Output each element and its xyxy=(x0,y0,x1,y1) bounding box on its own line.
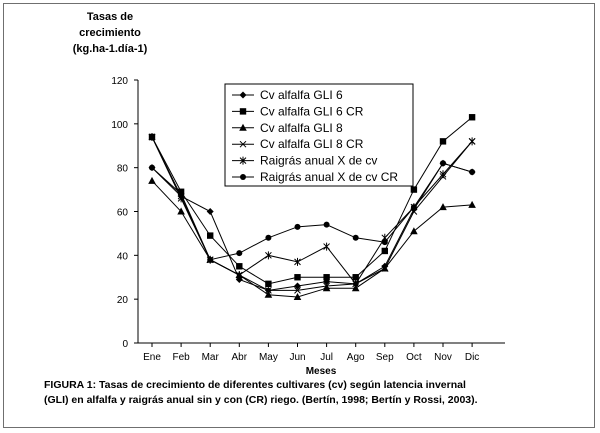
series-2-point xyxy=(381,247,388,255)
y-tick-label: 0 xyxy=(122,339,128,350)
legend-box xyxy=(224,83,414,187)
x-tick-label: Feb xyxy=(172,352,190,363)
y-tick-label: 20 xyxy=(117,295,129,306)
x-axis-label: Meses xyxy=(306,366,337,377)
legend: Cv alfalfa GLI 6 Cv alfalfa GLI 6 CR Cv al… xyxy=(224,83,414,187)
series-5-point xyxy=(323,242,330,251)
series-6-point xyxy=(410,204,417,211)
series-3-point xyxy=(148,176,156,184)
series-lines xyxy=(151,116,473,298)
series-3-point xyxy=(410,227,418,235)
caption-line-2: (GLI) en alfalfa y raigrás anual sin y c… xyxy=(44,394,478,406)
series-6-point xyxy=(352,234,359,241)
legend-label-3: Cv alfalfa GLI 8 xyxy=(260,121,343,135)
series-2-point xyxy=(410,186,418,193)
series-5-point xyxy=(265,251,272,260)
y-tick-label: 100 xyxy=(111,120,128,131)
series-5-point xyxy=(468,137,476,146)
y-axis-label-line-1: Tasas de xyxy=(87,11,133,23)
x-tick-label: Nov xyxy=(434,352,452,363)
x-tick-label: Jun xyxy=(289,352,305,363)
x-tick-label: Sep xyxy=(376,352,394,363)
series-6-point xyxy=(323,221,330,228)
series-4-point xyxy=(381,265,389,272)
series-4-point xyxy=(265,287,272,294)
series-5-point xyxy=(294,257,301,266)
series-1-point xyxy=(206,208,214,215)
series-2-point xyxy=(207,232,214,239)
x-tick-label: Abr xyxy=(232,352,248,363)
series-5-point xyxy=(439,170,447,179)
legend-label-2: Cv alfalfa GLI 6 CR xyxy=(260,104,364,118)
series-5-point xyxy=(352,279,360,288)
x-tick-label: Ene xyxy=(143,352,161,363)
series-6-point xyxy=(294,223,301,230)
x-tick-label: Oct xyxy=(406,352,422,363)
series-6-point xyxy=(149,164,155,171)
legend-marker-6 xyxy=(240,174,246,180)
series-1-point xyxy=(294,282,301,290)
x-tick-label: May xyxy=(259,352,278,363)
y-axis-label-line-3: (kg.ha-1.día-1) xyxy=(73,43,148,55)
x-tick-label: Mar xyxy=(202,352,220,363)
series-3-point xyxy=(468,200,476,208)
series-line-2 xyxy=(151,116,473,285)
series-line-6 xyxy=(151,162,473,261)
legend-label-4: Cv alfalfa GLI 8 CR xyxy=(260,137,364,151)
series-2-point xyxy=(294,274,301,281)
legend-marker-1 xyxy=(239,91,247,99)
series-6-point xyxy=(265,234,272,241)
series-2-point xyxy=(323,274,330,281)
legend-label-6: Raigrás anual X de cv CR xyxy=(260,170,398,184)
legend-marker-3 xyxy=(239,123,247,131)
y-ticks: 0 20 40 60 80 100 120 xyxy=(111,76,138,350)
legend-label-1: Cv alfalfa GLI 6 xyxy=(260,88,343,102)
figure-frame xyxy=(3,3,595,428)
series-2-point xyxy=(468,114,476,121)
legend-marker-2 xyxy=(239,108,247,115)
series-2-point xyxy=(236,263,243,270)
figure-caption: FIGURA 1: Tasas de crecimiento de difere… xyxy=(44,378,564,408)
legend-marker-4 xyxy=(239,140,247,148)
series-3-point xyxy=(264,290,273,298)
x-ticks: Ene Feb Mar Abr May Jun Jul Ago Sep Oct Nov Dic xyxy=(143,343,479,363)
caption-line-1: FIGURA 1: Tasas de crecimiento de difere… xyxy=(44,379,466,391)
y-tick-label: 40 xyxy=(117,251,129,262)
series-6-point xyxy=(207,256,214,263)
series-5-point xyxy=(148,132,156,141)
series-2-point xyxy=(265,280,272,288)
series-2-point xyxy=(439,138,447,145)
series-markers xyxy=(148,114,476,300)
x-tick-label: Ago xyxy=(347,352,365,363)
series-5-point xyxy=(235,271,243,280)
series-4-point xyxy=(294,287,301,294)
y-axis-label-line-2: crecimiento xyxy=(79,27,141,39)
series-3-point xyxy=(293,292,302,300)
legend-marker-5 xyxy=(239,156,247,165)
series-2-point xyxy=(352,274,359,281)
y-tick-label: 60 xyxy=(117,208,129,219)
x-tick-label: Jul xyxy=(320,352,333,363)
series-3-point xyxy=(322,284,331,292)
series-3-point xyxy=(439,203,447,211)
series-6-point xyxy=(469,169,476,176)
series-3-point xyxy=(177,207,185,215)
series-4-point xyxy=(323,282,330,290)
series-6-point xyxy=(236,250,243,257)
series-line-3 xyxy=(151,180,473,298)
series-6-point xyxy=(381,239,388,246)
series-6-point xyxy=(440,160,446,167)
x-tick-label: Dic xyxy=(465,352,479,363)
legend-label-5: Raigrás anual X de cv xyxy=(260,154,377,168)
y-tick-label: 120 xyxy=(111,76,128,87)
y-tick-label: 80 xyxy=(117,164,129,175)
series-6-point xyxy=(178,190,185,197)
